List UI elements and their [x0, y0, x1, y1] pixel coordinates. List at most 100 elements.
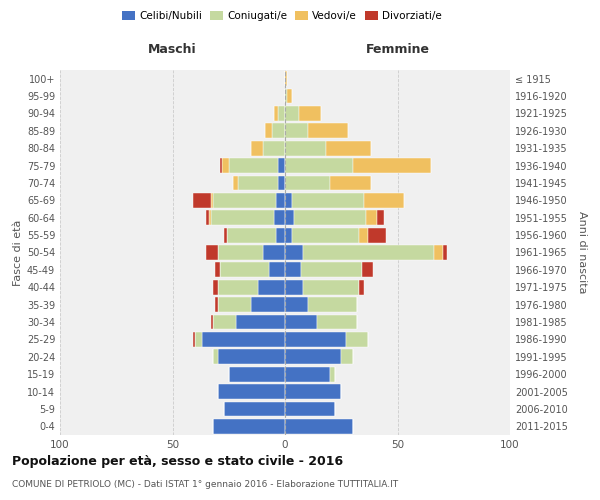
Bar	[361, 262, 373, 278]
Bar	[325, 141, 371, 156]
Bar	[359, 228, 368, 242]
Bar	[211, 193, 213, 208]
Bar	[213, 193, 276, 208]
Bar	[195, 332, 202, 347]
Bar	[294, 210, 366, 225]
Bar	[213, 350, 218, 364]
Bar	[317, 314, 357, 330]
Bar	[285, 332, 346, 347]
Bar	[206, 245, 218, 260]
Bar	[209, 210, 211, 225]
Bar	[330, 176, 371, 190]
Bar	[299, 106, 321, 121]
Bar	[359, 280, 364, 294]
Bar	[285, 210, 294, 225]
Bar	[193, 332, 195, 347]
Bar	[218, 350, 285, 364]
Bar	[377, 210, 384, 225]
Bar	[285, 367, 330, 382]
Bar	[218, 280, 258, 294]
Bar	[224, 402, 285, 416]
Bar	[285, 193, 292, 208]
Bar	[285, 314, 317, 330]
Bar	[215, 298, 218, 312]
Bar	[263, 141, 285, 156]
Bar	[285, 124, 308, 138]
Bar	[227, 228, 276, 242]
Bar	[274, 106, 278, 121]
Legend: Celibi/Nubili, Coniugati/e, Vedovi/e, Divorziati/e: Celibi/Nubili, Coniugati/e, Vedovi/e, Di…	[121, 10, 443, 22]
Bar	[287, 88, 292, 104]
Bar	[276, 228, 285, 242]
Bar	[301, 262, 361, 278]
Bar	[271, 124, 285, 138]
Bar	[341, 350, 353, 364]
Y-axis label: Anni di nascita: Anni di nascita	[577, 211, 587, 294]
Bar	[224, 228, 227, 242]
Bar	[202, 332, 285, 347]
Bar	[251, 141, 263, 156]
Bar	[206, 210, 209, 225]
Bar	[285, 419, 353, 434]
Bar	[285, 280, 303, 294]
Bar	[211, 314, 213, 330]
Bar	[220, 262, 269, 278]
Text: Popolazione per età, sesso e stato civile - 2016: Popolazione per età, sesso e stato civil…	[12, 455, 343, 468]
Bar	[278, 176, 285, 190]
Bar	[222, 158, 229, 173]
Bar	[285, 245, 303, 260]
Bar	[218, 298, 251, 312]
Bar	[285, 402, 335, 416]
Bar	[215, 262, 220, 278]
Bar	[303, 280, 359, 294]
Bar	[218, 245, 263, 260]
Bar	[213, 314, 235, 330]
Bar	[285, 158, 353, 173]
Bar	[220, 158, 222, 173]
Text: Femmine: Femmine	[365, 43, 430, 56]
Bar	[285, 384, 341, 399]
Bar	[285, 298, 308, 312]
Bar	[213, 419, 285, 434]
Bar	[213, 280, 218, 294]
Bar	[308, 124, 348, 138]
Bar	[292, 228, 359, 242]
Bar	[353, 158, 431, 173]
Bar	[330, 367, 335, 382]
Bar	[285, 72, 287, 86]
Bar	[303, 245, 433, 260]
Bar	[229, 158, 278, 173]
Bar	[285, 106, 299, 121]
Bar	[346, 332, 368, 347]
Bar	[258, 280, 285, 294]
Bar	[285, 228, 292, 242]
Bar	[265, 124, 271, 138]
Bar	[285, 141, 325, 156]
Bar	[433, 245, 443, 260]
Bar	[368, 228, 386, 242]
Bar	[285, 262, 301, 278]
Bar	[238, 176, 278, 190]
Bar	[274, 210, 285, 225]
Bar	[235, 314, 285, 330]
Bar	[292, 193, 364, 208]
Bar	[364, 193, 404, 208]
Bar	[269, 262, 285, 278]
Bar	[285, 176, 330, 190]
Bar	[366, 210, 377, 225]
Bar	[251, 298, 285, 312]
Bar	[263, 245, 285, 260]
Bar	[193, 193, 211, 208]
Bar	[276, 193, 285, 208]
Bar	[285, 350, 341, 364]
Y-axis label: Fasce di età: Fasce di età	[13, 220, 23, 286]
Bar	[218, 384, 285, 399]
Bar	[278, 106, 285, 121]
Bar	[233, 176, 238, 190]
Bar	[278, 158, 285, 173]
Text: Maschi: Maschi	[148, 43, 197, 56]
Text: COMUNE DI PETRIOLO (MC) - Dati ISTAT 1° gennaio 2016 - Elaborazione TUTTITALIA.I: COMUNE DI PETRIOLO (MC) - Dati ISTAT 1° …	[12, 480, 398, 489]
Bar	[229, 367, 285, 382]
Bar	[285, 88, 287, 104]
Bar	[308, 298, 357, 312]
